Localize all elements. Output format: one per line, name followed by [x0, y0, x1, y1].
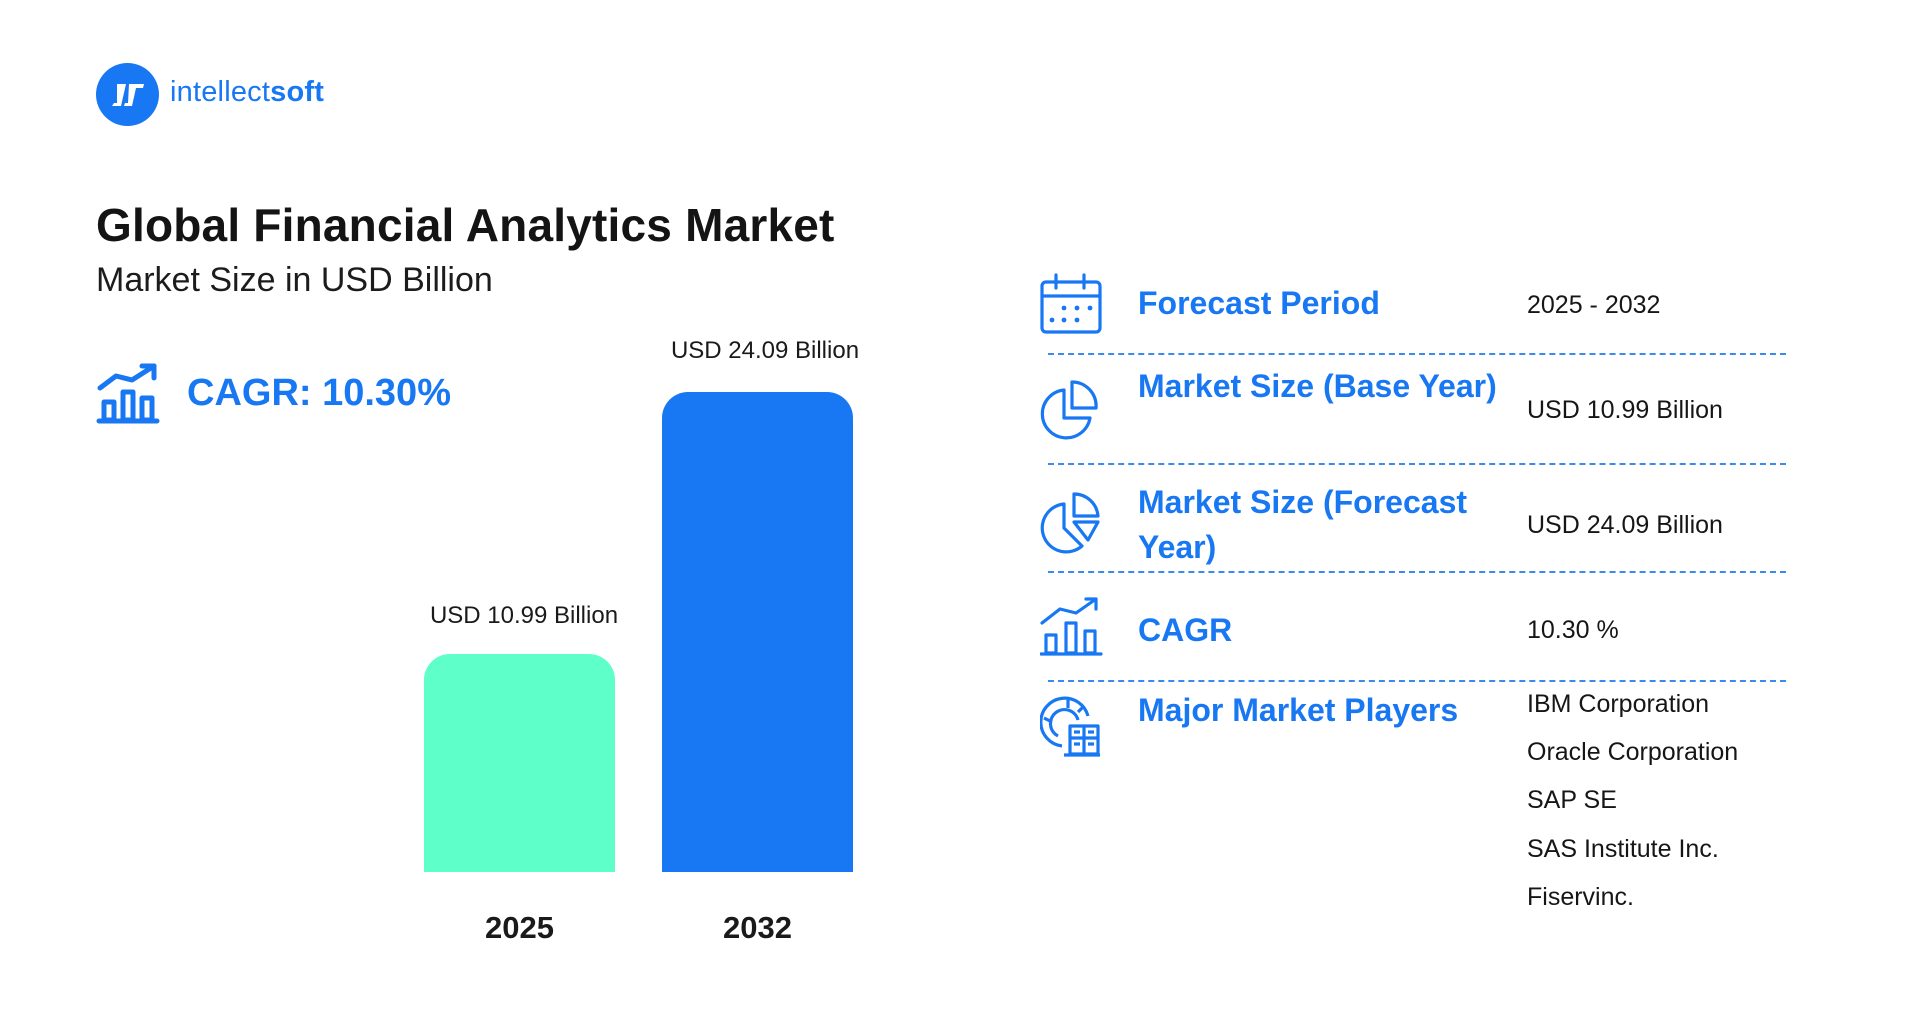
- player-item: Oracle Corporation: [1527, 738, 1739, 766]
- divider: [1048, 353, 1786, 355]
- cagr-headline: CAGR: 10.30%: [187, 372, 451, 414]
- player-item: Fiservinc.: [1527, 883, 1634, 911]
- cagr-value: 10.30 %: [1527, 616, 1619, 644]
- pie-chart-icon: [1040, 378, 1104, 442]
- player-item: IBM Corporation: [1527, 690, 1710, 718]
- pie-segments-icon: [1040, 490, 1104, 554]
- player-item: SAP SE: [1527, 786, 1617, 814]
- bar-2025: [424, 654, 615, 872]
- divider: [1048, 571, 1786, 573]
- divider: [1048, 680, 1786, 682]
- bar-value-label: USD 10.99 Billion: [429, 602, 619, 629]
- brand-name-light: intellect: [170, 76, 271, 108]
- x-tick-label: 2025: [485, 910, 554, 945]
- bar-2032: [662, 392, 853, 872]
- page-title: Global Financial Analytics Market: [96, 199, 835, 251]
- market-size-forecast-label: Market Size (Forecast Year): [1138, 484, 1468, 565]
- forecast-period-value: 2025 - 2032: [1527, 291, 1661, 319]
- growth-chart-icon: [96, 362, 160, 424]
- market-size-forecast-value: USD 24.09 Billion: [1527, 511, 1723, 539]
- forecast-period-label: Forecast Period: [1138, 285, 1380, 321]
- market-players-icon: [1039, 696, 1104, 760]
- growth-chart-icon: [1039, 595, 1104, 659]
- cagr-label: CAGR: [1138, 612, 1233, 648]
- calendar-icon: [1040, 272, 1104, 336]
- x-tick-label: 2032: [723, 910, 792, 945]
- market-size-base-label: Market Size (Base Year): [1138, 368, 1497, 404]
- brand-wordmark: intellectsoft: [170, 76, 324, 109]
- major-players-label: Major Market Players: [1138, 692, 1459, 728]
- intellectsoft-logo-icon: [111, 83, 144, 106]
- market-size-base-value: USD 10.99 Billion: [1527, 396, 1723, 424]
- logo-mark: [96, 63, 159, 126]
- brand-name-bold: soft: [270, 76, 325, 108]
- divider: [1048, 463, 1786, 465]
- player-item: SAS Institute Inc.: [1527, 835, 1719, 863]
- bar-value-label: USD 24.09 Billion: [670, 337, 860, 364]
- page-subtitle: Market Size in USD Billion: [96, 261, 493, 299]
